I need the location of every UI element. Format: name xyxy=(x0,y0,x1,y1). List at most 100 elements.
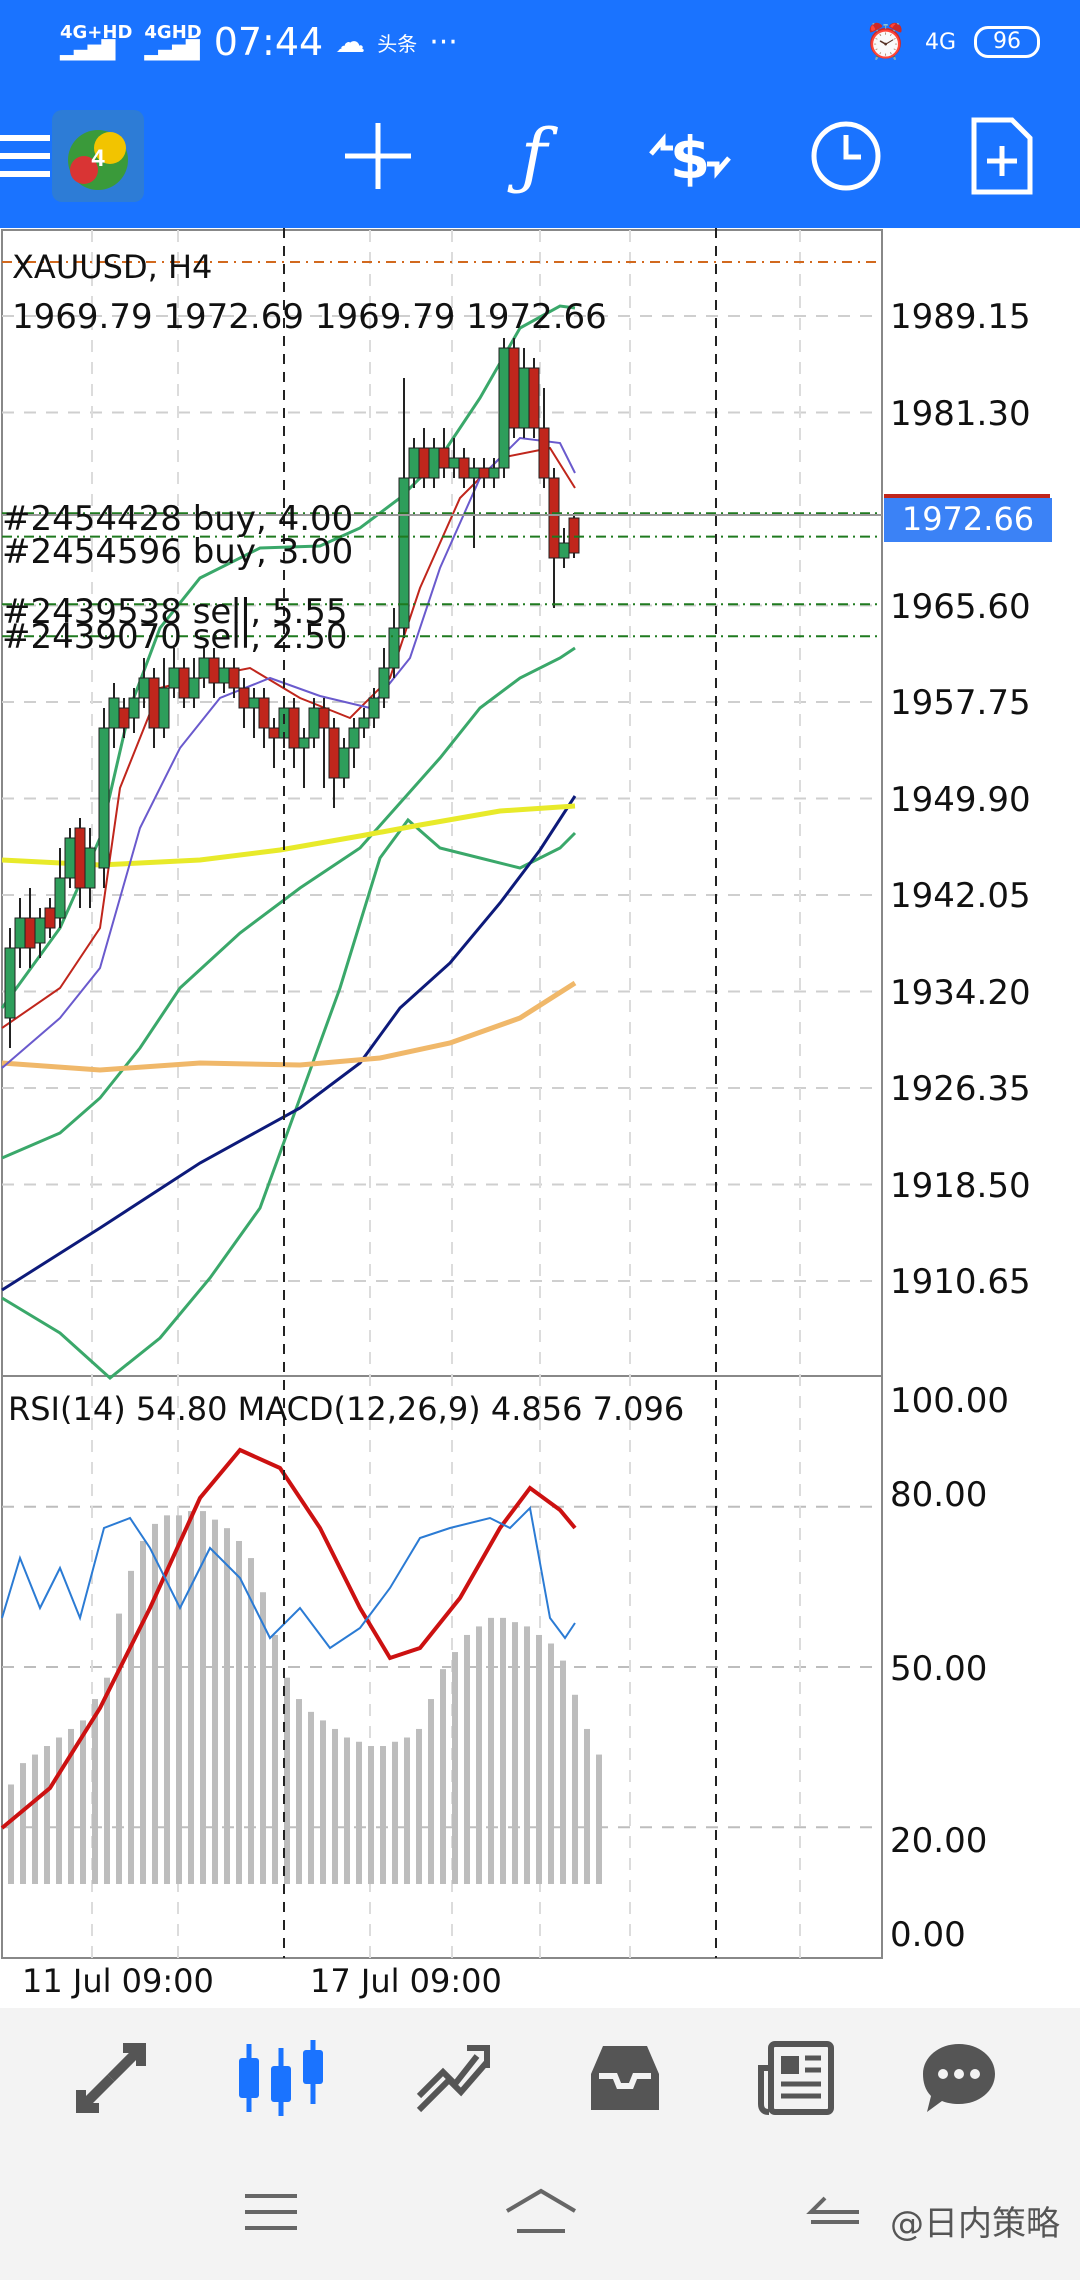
menu-lines-icon[interactable] xyxy=(226,2182,316,2242)
candle-body xyxy=(198,657,210,679)
indicator-tick: 100.00 xyxy=(890,1381,1009,1421)
chat-bubble-icon[interactable] xyxy=(904,2028,1014,2128)
macd-signal-line xyxy=(0,1447,577,1830)
macd-bar xyxy=(488,1617,494,1884)
trade-trend-icon[interactable] xyxy=(398,2028,508,2128)
macd-bar xyxy=(392,1741,398,1884)
candle-body xyxy=(388,627,400,669)
alarm-icon: ⏰ xyxy=(864,22,907,62)
candle-body xyxy=(338,747,350,779)
price-tick: 1989.15 xyxy=(890,297,1031,337)
candle-body xyxy=(108,697,120,729)
macd-bar xyxy=(368,1746,374,1884)
candle-body xyxy=(34,917,46,944)
svg-text:4: 4 xyxy=(91,145,105,172)
indicator-tick: 20.00 xyxy=(890,1821,987,1861)
candle-body xyxy=(508,347,520,429)
macd-bar xyxy=(284,1677,290,1884)
macd-bar xyxy=(512,1622,518,1884)
price-chart[interactable]: 1972.66 XAUUSD, H4 1969.79 1972.69 1969.… xyxy=(0,228,1080,2008)
macd-bar xyxy=(68,1728,74,1884)
macd-bar xyxy=(296,1699,302,1884)
macd-bar xyxy=(8,1784,14,1884)
bollinger-upper xyxy=(0,304,576,1009)
candle-body xyxy=(408,447,420,479)
macd-bar xyxy=(140,1540,146,1884)
candle-body xyxy=(218,667,230,684)
candle-body xyxy=(148,677,160,729)
candle-body xyxy=(248,697,260,709)
candle-body xyxy=(548,477,560,559)
main-panel-frame xyxy=(1,229,883,1377)
candle-body xyxy=(348,727,360,749)
bollinger-bands xyxy=(0,304,577,1380)
macd-bar xyxy=(584,1728,590,1884)
ma-orange xyxy=(1,980,577,1073)
macd-bar xyxy=(116,1613,122,1884)
candle-body xyxy=(458,457,470,479)
current-price-label: 1972.66 xyxy=(902,500,1034,538)
clock-icon[interactable] xyxy=(796,106,896,206)
new-document-icon[interactable] xyxy=(952,106,1052,206)
macd-bar xyxy=(320,1720,326,1884)
home-icon[interactable] xyxy=(496,2182,586,2242)
date-label-2: 17 Jul 09:00 xyxy=(310,1962,502,2000)
macd-bar xyxy=(356,1741,362,1884)
candlestick-icon[interactable] xyxy=(226,2028,336,2128)
inbox-icon[interactable] xyxy=(570,2028,680,2128)
crosshair-icon[interactable] xyxy=(328,106,428,206)
candle-body xyxy=(98,727,110,869)
price-tick: 1910.65 xyxy=(890,1262,1031,1302)
signal-indicator-2: 4GHD ▂▄▆█ xyxy=(144,22,202,61)
indicator-tick: 0.00 xyxy=(890,1915,966,1955)
candle-body xyxy=(478,467,490,479)
back-icon[interactable] xyxy=(790,2182,880,2242)
chart-area[interactable]: 1972.66 XAUUSD, H4 1969.79 1972.69 1969.… xyxy=(0,228,1080,2008)
order-lines xyxy=(2,512,880,638)
function-icon[interactable]: ƒ xyxy=(484,106,584,206)
bollinger-middle xyxy=(1,646,576,1160)
candle-body xyxy=(178,667,190,699)
candle-body xyxy=(158,687,170,729)
candle-body xyxy=(358,717,370,729)
macd-bar xyxy=(164,1515,170,1884)
candle-body xyxy=(368,697,380,719)
candle-body xyxy=(128,697,140,719)
macd-bar xyxy=(152,1523,158,1884)
current-price-box xyxy=(884,498,1052,542)
macd-bar xyxy=(404,1737,410,1884)
order-label-4[interactable]: #2439070 sell, 2.50 xyxy=(2,617,348,657)
battery-indicator: 96 xyxy=(974,26,1040,58)
macd-bar xyxy=(500,1617,506,1884)
candle-body xyxy=(14,917,26,949)
candle-body xyxy=(528,367,540,429)
candle-body xyxy=(238,687,250,709)
newspaper-icon[interactable] xyxy=(742,2028,852,2128)
dollar-arrows-icon[interactable]: $ xyxy=(640,106,740,206)
candle-body xyxy=(74,827,86,889)
status-bar: 4G+HD ▂▄▆█ 4GHD ▂▄▆█ 07:44 ☁ 头条 ··· ⏰ 4G 9… xyxy=(0,0,1080,84)
order-label-1[interactable]: #2454428 buy, 4.00 xyxy=(2,499,353,539)
macd-bar xyxy=(248,1558,254,1884)
macd-bar xyxy=(524,1626,530,1884)
ma-yellow xyxy=(1,803,576,868)
watermark: @日内策略 xyxy=(890,2204,1060,2244)
metatrader-logo[interactable]: 4 xyxy=(48,106,148,206)
toolbar: 4 ƒ $ xyxy=(0,84,1080,228)
candle-body xyxy=(448,457,460,469)
order-label-2[interactable]: #2454596 buy, 3.00 xyxy=(2,532,353,572)
price-tick: 1949.90 xyxy=(890,780,1031,820)
macd-bar xyxy=(224,1528,230,1884)
price-tick: 1934.20 xyxy=(890,973,1031,1013)
macd-bar xyxy=(212,1519,218,1884)
macd-bar xyxy=(548,1643,554,1884)
candle-body xyxy=(44,907,56,929)
macd-bar xyxy=(32,1754,38,1884)
hamburger-icon[interactable] xyxy=(0,106,70,206)
quotes-arrows-icon[interactable] xyxy=(56,2028,166,2128)
candle-body xyxy=(118,707,130,729)
candle-body xyxy=(268,727,280,739)
candle-body xyxy=(208,657,220,684)
order-label-3[interactable]: #2439538 sell, 5.55 xyxy=(2,592,348,632)
macd-bar xyxy=(380,1746,386,1884)
